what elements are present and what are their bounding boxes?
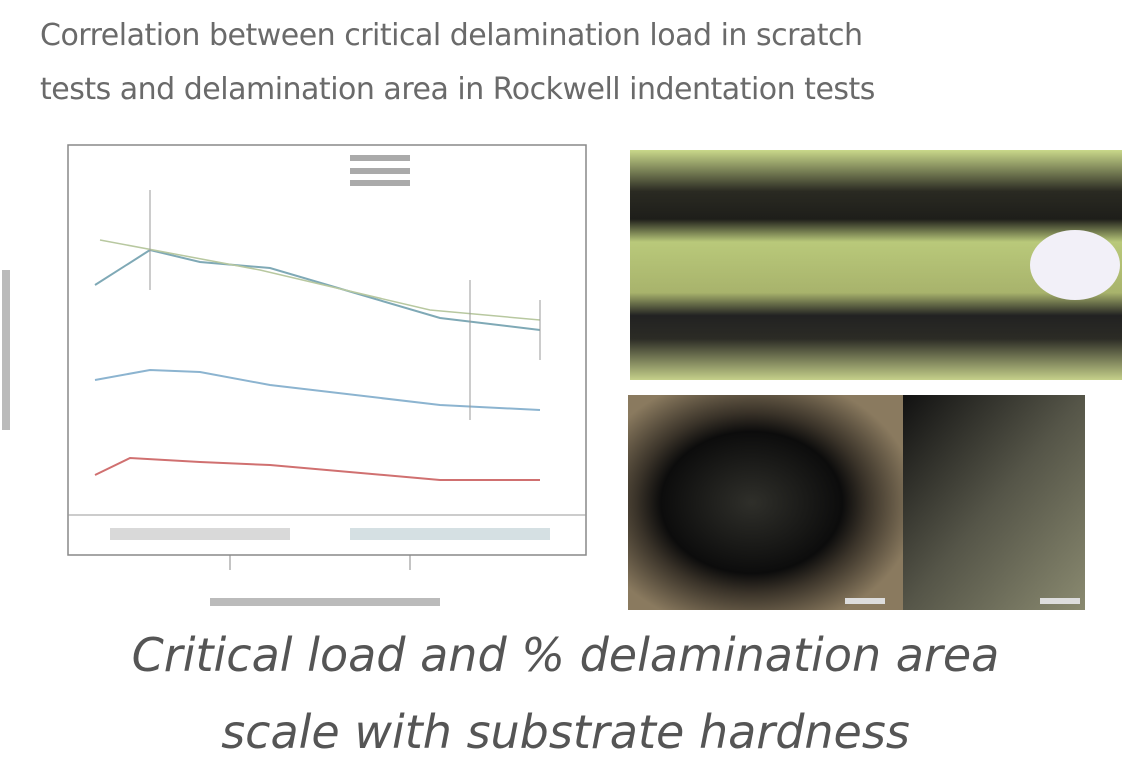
trend-line (95, 458, 540, 480)
band (350, 528, 550, 540)
delamination-spot (1030, 230, 1120, 300)
axis-label-blur (2, 270, 10, 430)
trend-line (95, 250, 540, 330)
chart-panel (2, 145, 586, 606)
band (110, 528, 290, 540)
caption-line: scale with substrate hardness (0, 705, 1131, 759)
graphical-abstract: Correlation between critical delaminatio… (0, 0, 1131, 770)
sem-micrograph (903, 395, 1085, 610)
plot-frame (68, 145, 586, 555)
trend-line (100, 240, 540, 320)
trend-line (95, 370, 540, 410)
caption-line: Critical load and % delamination area (0, 628, 1131, 682)
axis-label-blur (210, 598, 440, 606)
figures (0, 0, 1131, 630)
indentation-micrograph (628, 395, 903, 610)
